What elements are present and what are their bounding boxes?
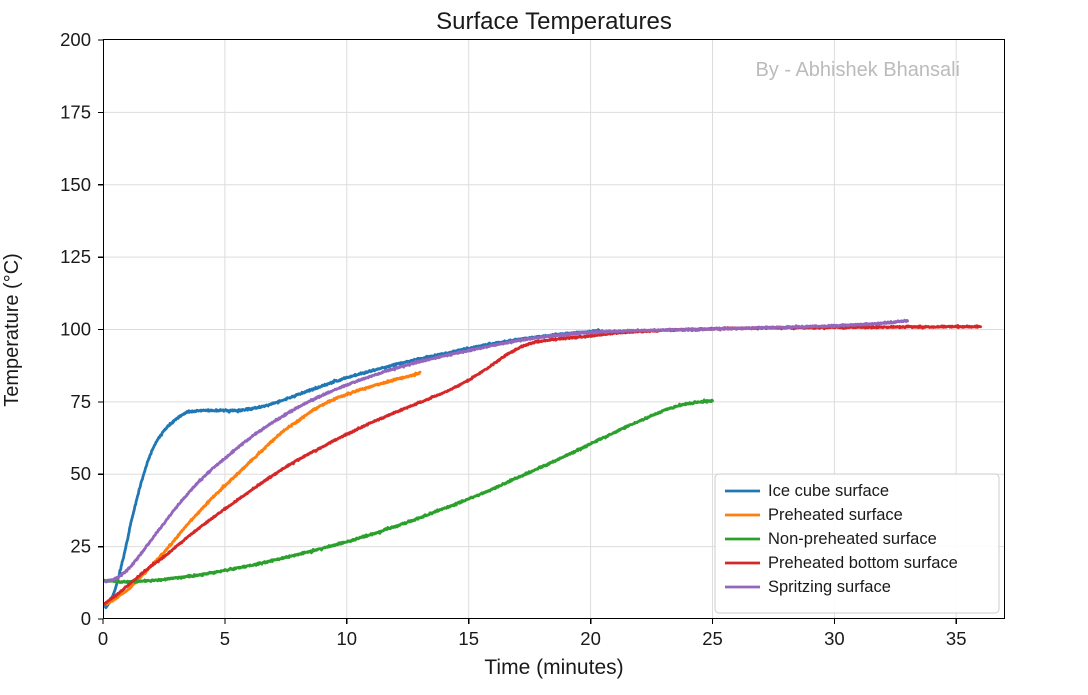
- svg-text:10: 10: [337, 628, 358, 649]
- svg-text:Time (minutes): Time (minutes): [484, 656, 623, 679]
- svg-text:0: 0: [98, 628, 108, 649]
- svg-text:150: 150: [60, 174, 91, 195]
- svg-text:75: 75: [70, 391, 91, 412]
- svg-text:Preheated bottom surface: Preheated bottom surface: [768, 554, 958, 572]
- svg-text:30: 30: [824, 628, 845, 649]
- svg-text:25: 25: [702, 628, 723, 649]
- svg-text:35: 35: [946, 628, 967, 649]
- svg-text:Spritzing surface: Spritzing surface: [768, 578, 891, 596]
- svg-text:Surface Temperatures: Surface Temperatures: [436, 8, 672, 35]
- svg-text:175: 175: [60, 101, 91, 122]
- svg-text:200: 200: [60, 29, 91, 50]
- svg-text:50: 50: [70, 463, 91, 484]
- svg-text:15: 15: [458, 628, 479, 649]
- svg-text:Ice cube surface: Ice cube surface: [768, 482, 889, 500]
- svg-text:5: 5: [220, 628, 230, 649]
- svg-text:20: 20: [580, 628, 601, 649]
- svg-text:By - Abhishek Bhansali: By - Abhishek Bhansali: [755, 59, 960, 81]
- svg-text:Temperature (°C): Temperature (°C): [1, 253, 23, 407]
- svg-text:0: 0: [81, 608, 91, 629]
- svg-text:Non-preheated surface: Non-preheated surface: [768, 530, 937, 548]
- svg-text:25: 25: [70, 536, 91, 557]
- svg-text:100: 100: [60, 319, 91, 340]
- svg-text:125: 125: [60, 246, 91, 267]
- svg-text:Preheated surface: Preheated surface: [768, 506, 903, 524]
